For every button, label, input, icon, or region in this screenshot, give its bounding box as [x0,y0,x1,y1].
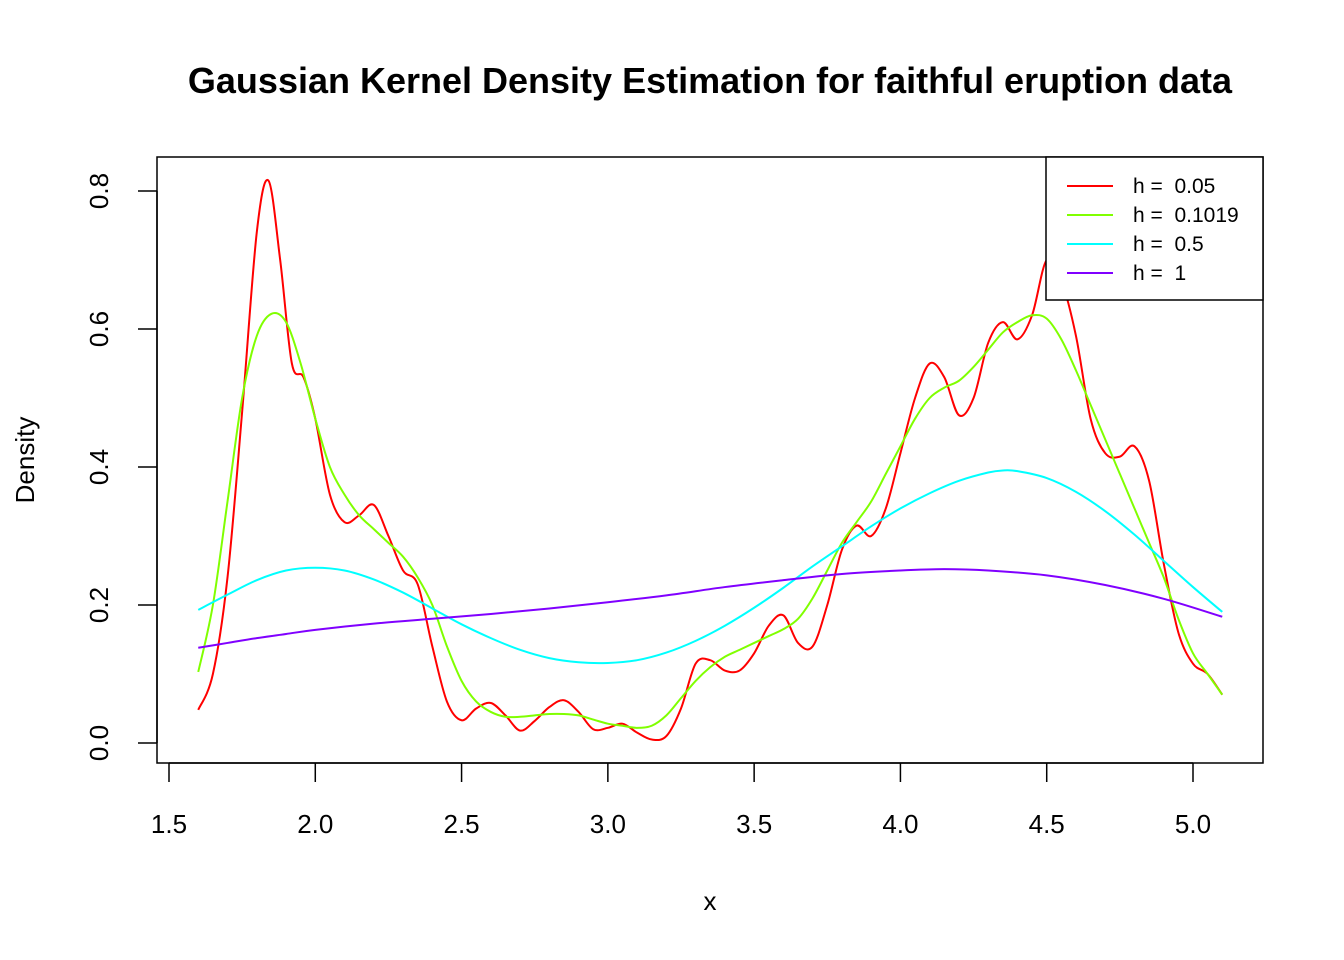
x-tick-label: 5.0 [1175,809,1211,839]
x-tick-label: 4.0 [882,809,918,839]
series-line-3 [197,469,1223,665]
legend-box [1045,156,1264,301]
x-tick-label: 2.5 [443,809,479,839]
x-axis: 1.5 2.0 2.5 3.0 3.5 4.0 4.5 5.0 [151,762,1211,839]
x-tick-label: 1.5 [151,809,187,839]
legend-label-1: h = 0.05 [1133,175,1215,198]
legend-label-3: h = 0.5 [1133,233,1204,256]
y-tick-label: 0.4 [84,449,114,485]
chart-title: Gaussian Kernel Density Estimation for f… [188,60,1233,101]
y-tick-label: 0.2 [84,587,114,623]
x-tick-label: 3.5 [736,809,772,839]
x-tick-label: 2.0 [297,809,333,839]
series-line-4 [198,568,1223,649]
legend-label-2: h = 0.1019 [1133,204,1239,227]
y-axis-label: Density [10,417,40,504]
x-axis-label: x [704,886,717,916]
series-line-2 [197,311,1224,729]
y-tick-label: 0.0 [84,725,114,761]
y-axis: 0.0 0.2 0.4 0.6 0.8 [84,173,158,761]
series-layer [197,178,1224,742]
x-tick-label: 4.5 [1029,809,1065,839]
legend-label-4: h = 1 [1133,262,1186,285]
legend: h = 0.05 h = 0.1019 h = 0.5 h = 1 [1045,156,1264,301]
y-tick-label: 0.8 [84,173,114,209]
y-tick-label: 0.6 [84,311,114,347]
x-tick-label: 3.0 [590,809,626,839]
